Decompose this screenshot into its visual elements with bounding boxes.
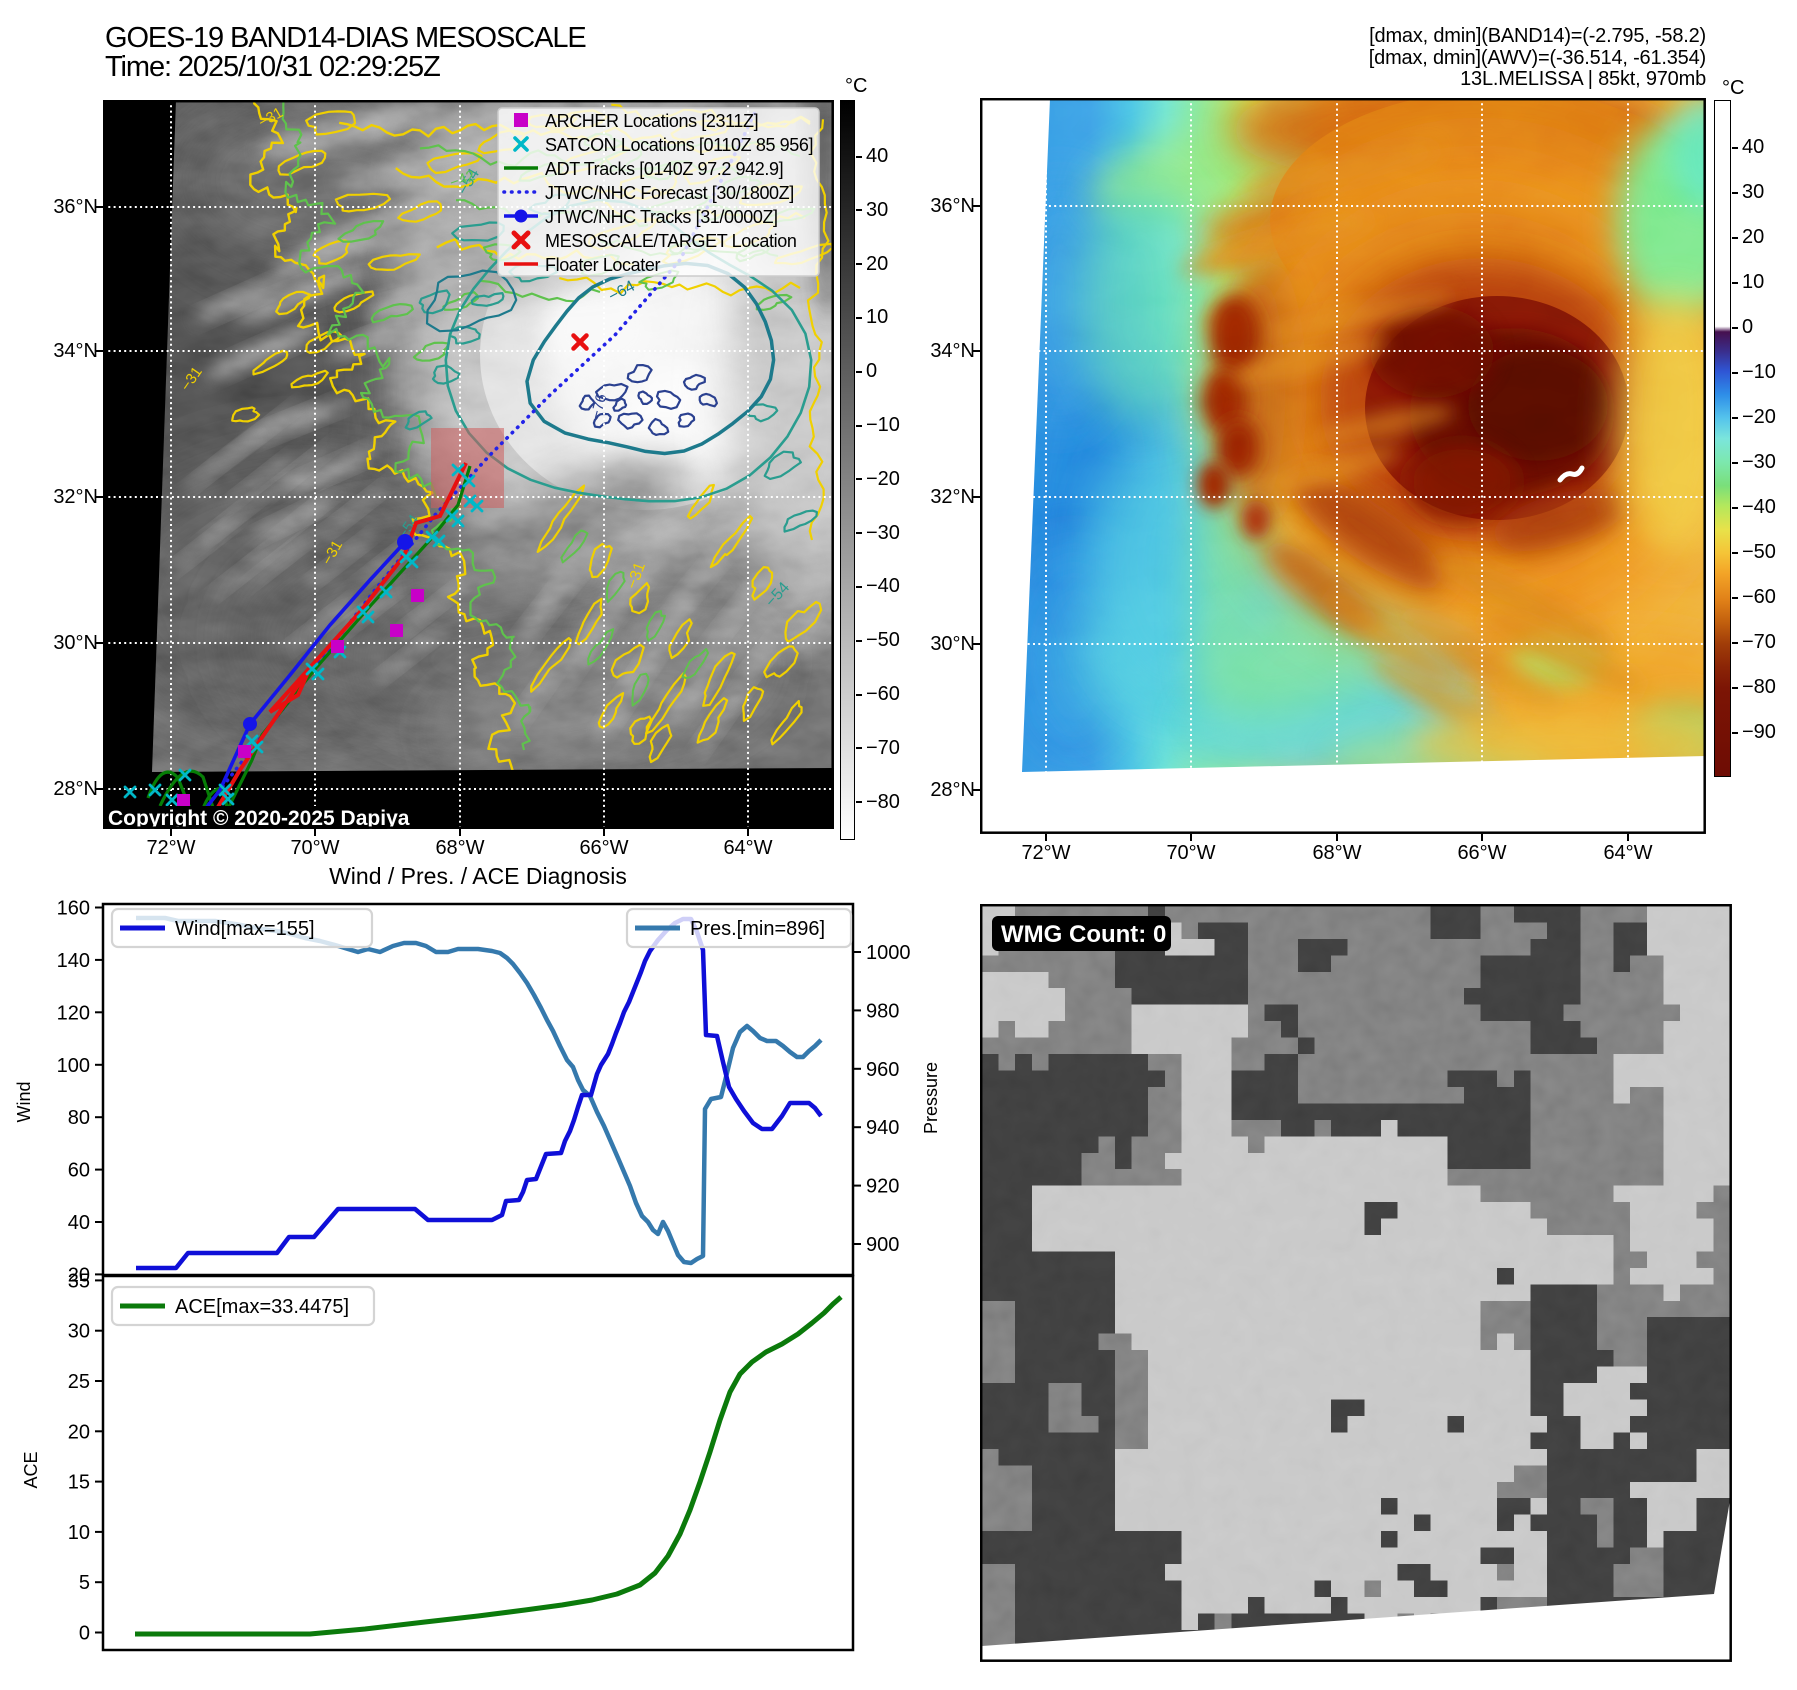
svg-text:ARCHER Locations [2311Z]: ARCHER Locations [2311Z] <box>545 111 758 131</box>
svg-text:Copyright © 2020-2025 Dapiya: Copyright © 2020-2025 Dapiya <box>108 807 410 829</box>
svg-text:100: 100 <box>57 1055 90 1077</box>
svg-text:40: 40 <box>68 1212 90 1234</box>
svg-text:Pressure: Pressure <box>921 1062 941 1134</box>
svg-text:20: 20 <box>68 1264 90 1286</box>
svg-text:5: 5 <box>79 1572 90 1594</box>
svg-text:80: 80 <box>68 1107 90 1129</box>
svg-text:980: 980 <box>866 1000 899 1022</box>
svg-text:1000: 1000 <box>866 942 911 964</box>
svg-text:Pres.[min=896]: Pres.[min=896] <box>690 918 825 940</box>
svg-text:900: 900 <box>866 1234 899 1256</box>
svg-text:20: 20 <box>68 1421 90 1443</box>
svg-text:920: 920 <box>866 1176 899 1198</box>
svg-text:Wind: Wind <box>14 1081 34 1122</box>
svg-text:160: 160 <box>57 898 90 920</box>
svg-text:WMG Count: 0: WMG Count: 0 <box>1001 921 1166 948</box>
svg-text:60: 60 <box>68 1160 90 1182</box>
svg-text:10: 10 <box>68 1522 90 1544</box>
svg-text:140: 140 <box>57 950 90 972</box>
svg-text:SATCON Locations [0110Z 85 956: SATCON Locations [0110Z 85 956] <box>545 135 813 155</box>
svg-text:JTWC/NHC Tracks [31/0000Z]: JTWC/NHC Tracks [31/0000Z] <box>545 207 778 227</box>
svg-text:ADT Tracks [0140Z 97.2 942.9]: ADT Tracks [0140Z 97.2 942.9] <box>545 159 783 179</box>
svg-text:960: 960 <box>866 1059 899 1081</box>
svg-text:0: 0 <box>79 1623 90 1645</box>
svg-text:35: 35 <box>68 1270 90 1292</box>
svg-text:15: 15 <box>68 1472 90 1494</box>
svg-text:ACE: ACE <box>21 1451 41 1488</box>
svg-text:Wind[max=155]: Wind[max=155] <box>175 918 315 940</box>
svg-text:30: 30 <box>68 1321 90 1343</box>
svg-text:ACE[max=33.4475]: ACE[max=33.4475] <box>175 1296 349 1318</box>
svg-text:JTWC/NHC Forecast [30/1800Z]: JTWC/NHC Forecast [30/1800Z] <box>545 183 794 203</box>
svg-text:940: 940 <box>866 1117 899 1139</box>
svg-text:MESOSCALE/TARGET Location: MESOSCALE/TARGET Location <box>545 231 796 251</box>
svg-text:Floater Locater: Floater Locater <box>545 255 660 275</box>
svg-text:120: 120 <box>57 1002 90 1024</box>
svg-text:25: 25 <box>68 1371 90 1393</box>
